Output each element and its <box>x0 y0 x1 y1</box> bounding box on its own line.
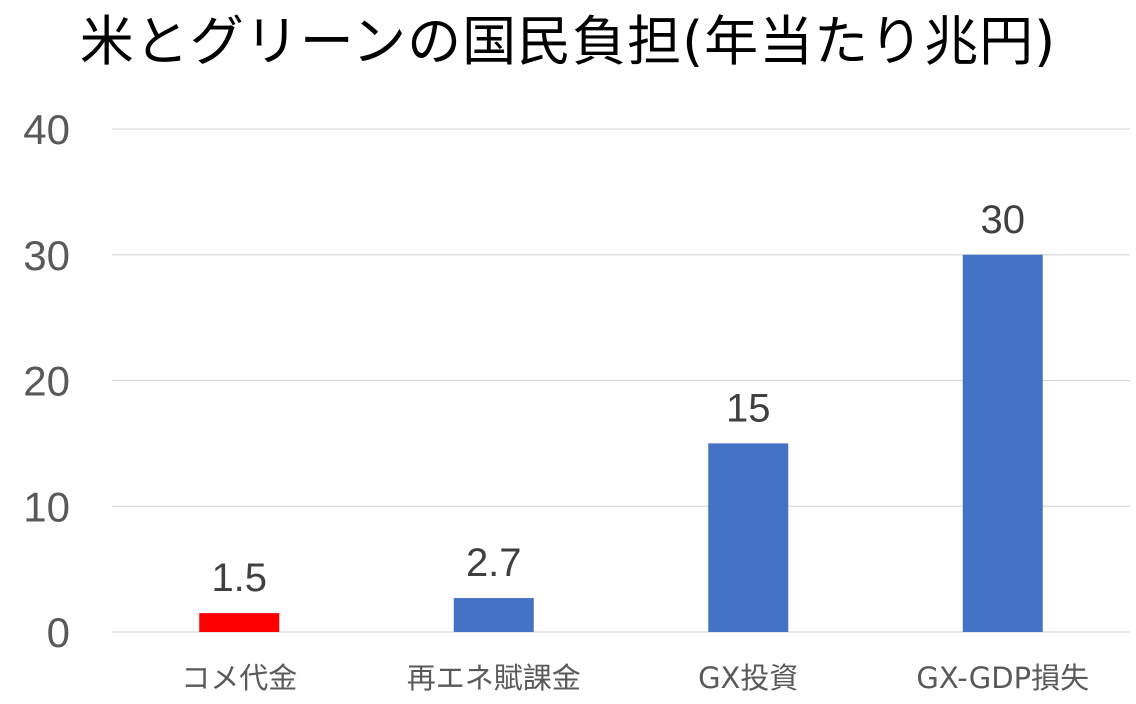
y-tick-label: 30 <box>23 232 70 279</box>
gridlines <box>112 128 1130 633</box>
y-tick-label: 10 <box>23 483 70 530</box>
x-axis-categories: コメ代金 再エネ賦課金 GX投資 GX-GDP損失 <box>181 661 1089 695</box>
category-label: コメ代金 <box>181 661 297 695</box>
bar <box>962 254 1043 632</box>
category-label: GX投資 <box>698 661 798 695</box>
y-axis-ticks: 0 10 20 30 40 <box>23 106 70 656</box>
bar <box>453 598 534 632</box>
y-tick-label: 20 <box>23 358 70 405</box>
category-label: GX-GDP損失 <box>916 661 1089 695</box>
bar <box>199 613 280 632</box>
y-tick-label: 0 <box>47 609 70 656</box>
data-label: 30 <box>981 198 1026 242</box>
category-label: 再エネ賦課金 <box>407 661 581 695</box>
y-tick-label: 40 <box>23 106 70 153</box>
data-label: 1.5 <box>211 556 267 600</box>
bar <box>708 443 789 632</box>
chart-title: 米とグリーンの国民負担(年当たり兆円) <box>79 10 1057 73</box>
data-label: 2.7 <box>466 541 522 585</box>
data-labels: 1.5 2.7 15 30 <box>211 198 1025 600</box>
data-label: 15 <box>726 386 771 430</box>
bars <box>199 254 1043 632</box>
